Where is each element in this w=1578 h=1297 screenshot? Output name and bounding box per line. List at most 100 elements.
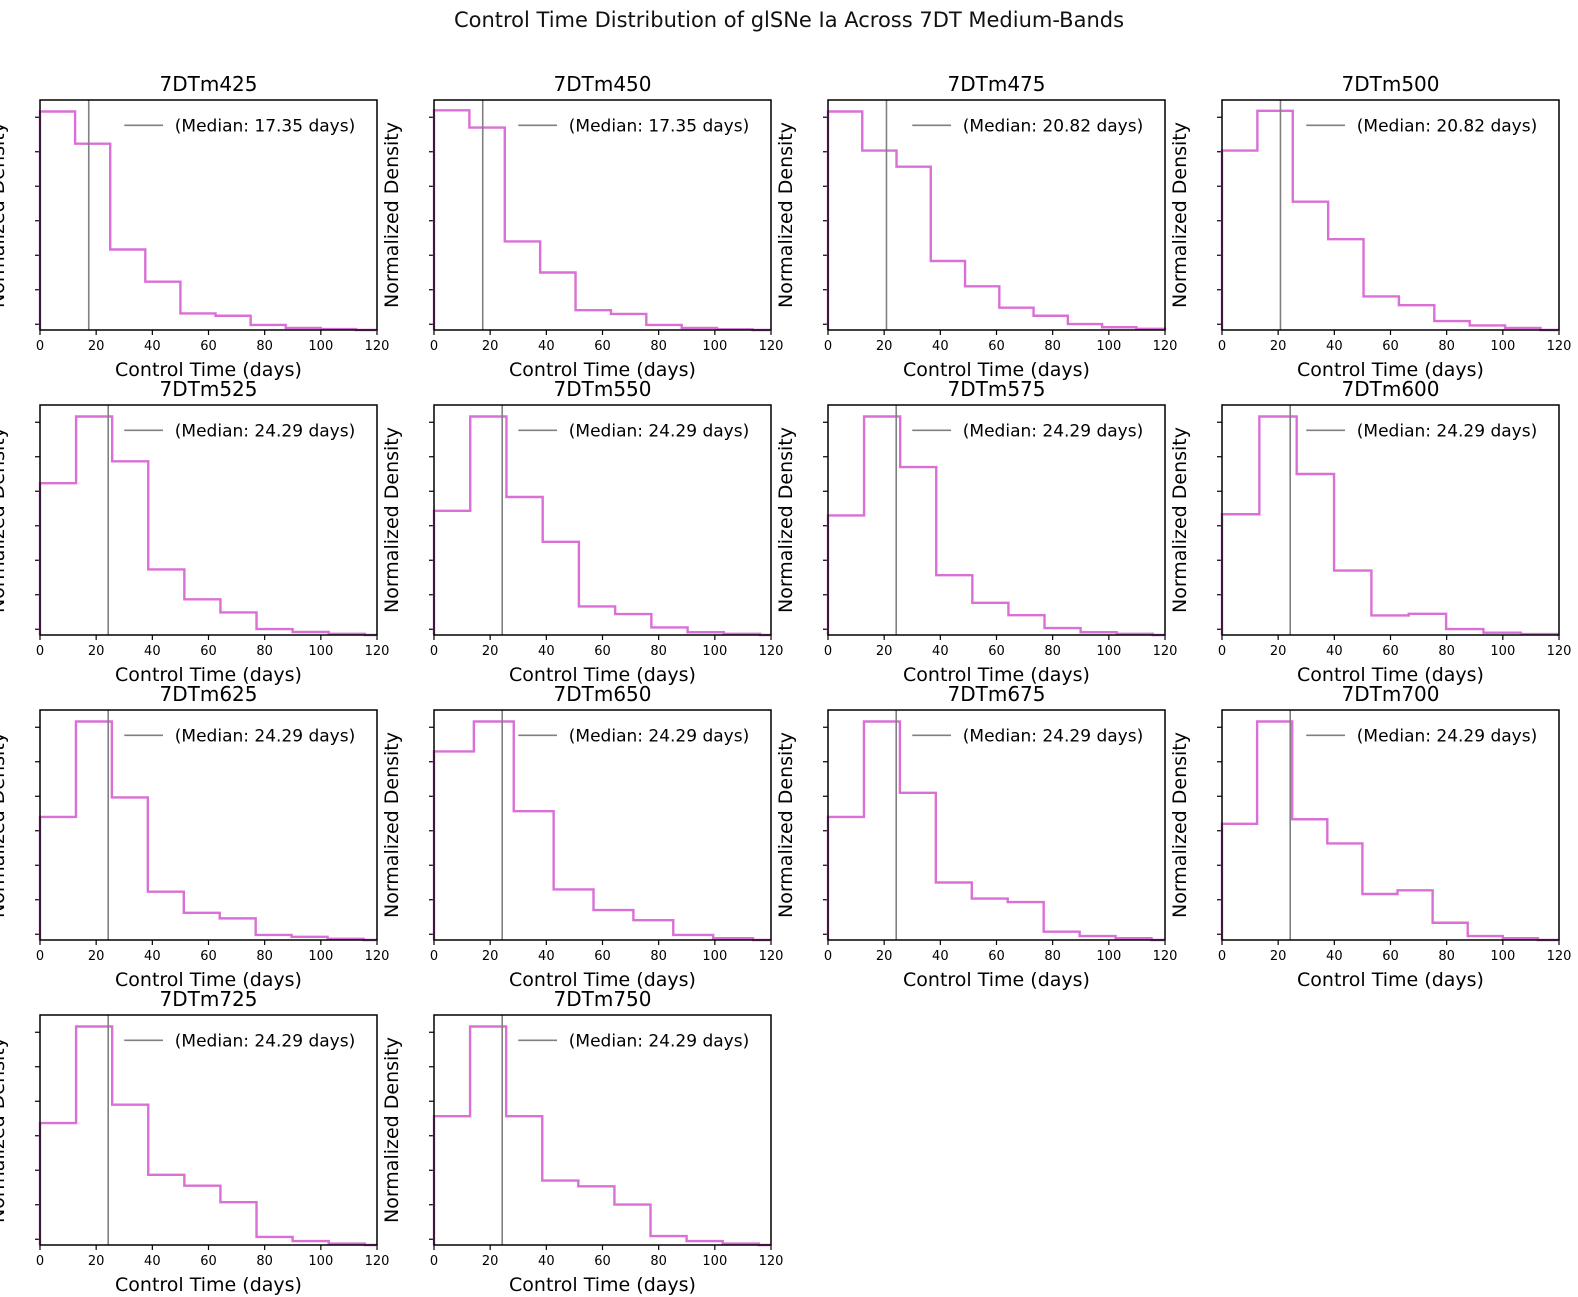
x-tick-label: 60 bbox=[200, 1254, 217, 1269]
x-tick-label: 60 bbox=[594, 949, 611, 964]
x-axis-label: Control Time (days) bbox=[903, 664, 1090, 686]
y-axis-label: Normalized Density bbox=[1169, 732, 1191, 918]
subplot-title: 7DTm450 bbox=[554, 72, 652, 96]
x-tick-label: 0 bbox=[1218, 949, 1226, 964]
subplot-7DTm575: 0 20 40 60 80 100 120 (Median: 24.29 days) 7DTm5… bbox=[775, 377, 1177, 686]
plot-frame bbox=[827, 404, 1166, 636]
figure-title: Control Time Distribution of glSNe Ia Ac… bbox=[453, 8, 1125, 32]
histogram-step-line bbox=[826, 415, 1165, 637]
y-axis-label: Normalized Density bbox=[775, 732, 797, 918]
subplot-7DTm725: 0 20 40 60 80 100 120 (Median: 24.29 days) 7DTm7… bbox=[0, 987, 389, 1296]
x-axis-label: Control Time (days) bbox=[1297, 969, 1484, 991]
x-tick-label: 80 bbox=[256, 644, 273, 659]
subplot-title: 7DTm475 bbox=[948, 72, 1046, 96]
x-tick-label: 40 bbox=[538, 644, 555, 659]
subplot-title: 7DTm700 bbox=[1342, 682, 1440, 706]
subplot-title: 7DTm725 bbox=[160, 987, 258, 1011]
subplot-7DTm425: 0 20 40 60 80 100 120 (Median: 17.35 days) 7DTm4… bbox=[0, 72, 389, 381]
y-axis-label: Normalized Density bbox=[381, 1037, 403, 1223]
subplot-7DTm750: 0 20 40 60 80 100 120 (Median: 24.29 days) 7DTm7… bbox=[381, 987, 784, 1296]
plot-frame bbox=[39, 99, 378, 331]
x-tick-label: 20 bbox=[1270, 949, 1287, 964]
x-tick-label: 80 bbox=[1438, 339, 1455, 354]
legend-label: (Median: 20.82 days) bbox=[963, 116, 1143, 136]
x-tick-label: 40 bbox=[1326, 949, 1343, 964]
x-tick-label: 80 bbox=[650, 949, 667, 964]
x-tick-label: 0 bbox=[36, 1254, 44, 1269]
plot-frame bbox=[827, 709, 1166, 941]
subplot-7DTm625: 0 20 40 60 80 100 120 (Median: 24.29 days) 7DTm6… bbox=[0, 682, 390, 991]
legend-label: (Median: 24.29 days) bbox=[175, 726, 355, 746]
x-tick-label: 40 bbox=[144, 949, 161, 964]
x-tick-label: 60 bbox=[988, 339, 1005, 354]
y-axis-label: Normalized Density bbox=[381, 122, 403, 308]
subplot-title: 7DTm575 bbox=[948, 377, 1046, 401]
x-tick-label: 40 bbox=[144, 644, 161, 659]
x-tick-label: 0 bbox=[430, 1254, 438, 1269]
legend-label: (Median: 24.29 days) bbox=[1357, 421, 1537, 441]
y-axis-label: Normalized Density bbox=[1169, 122, 1191, 308]
x-tick-label: 100 bbox=[702, 949, 727, 964]
subplot-7DTm600: 0 20 40 60 80 100 120 (Median: 24.29 days) 7DTm6… bbox=[1169, 377, 1571, 686]
plot-frame bbox=[39, 1014, 378, 1246]
x-tick-label: 120 bbox=[759, 1254, 784, 1269]
x-axis-label: Control Time (days) bbox=[509, 1274, 696, 1296]
plot-frame bbox=[1221, 404, 1560, 636]
x-tick-label: 0 bbox=[1218, 644, 1226, 659]
x-tick-label: 120 bbox=[365, 949, 390, 964]
x-tick-label: 120 bbox=[1547, 339, 1572, 354]
x-tick-label: 60 bbox=[200, 949, 217, 964]
plot-frame bbox=[39, 709, 378, 941]
subplot-title: 7DTm625 bbox=[160, 682, 258, 706]
legend-label: (Median: 24.29 days) bbox=[1357, 726, 1537, 746]
histogram-step-line bbox=[38, 415, 377, 637]
x-tick-label: 60 bbox=[200, 339, 217, 354]
x-tick-label: 80 bbox=[650, 644, 667, 659]
x-tick-label: 20 bbox=[482, 949, 499, 964]
x-tick-label: 100 bbox=[1490, 949, 1515, 964]
x-axis-label: Control Time (days) bbox=[1297, 359, 1484, 381]
x-tick-label: 100 bbox=[702, 644, 727, 659]
subplot-title: 7DTm650 bbox=[554, 682, 652, 706]
x-tick-label: 60 bbox=[594, 339, 611, 354]
x-tick-label: 120 bbox=[1547, 949, 1572, 964]
histogram-step-line bbox=[1220, 720, 1559, 942]
subplot-title: 7DTm525 bbox=[160, 377, 258, 401]
plot-frame bbox=[433, 709, 772, 941]
legend-label: (Median: 24.29 days) bbox=[569, 421, 749, 441]
x-tick-label: 20 bbox=[1270, 644, 1287, 659]
x-axis-label: Control Time (days) bbox=[115, 664, 302, 686]
legend-label: (Median: 17.35 days) bbox=[175, 116, 355, 136]
x-tick-label: 100 bbox=[1096, 949, 1121, 964]
x-tick-label: 0 bbox=[824, 949, 832, 964]
legend-label: (Median: 17.35 days) bbox=[569, 116, 749, 136]
x-tick-label: 40 bbox=[144, 339, 161, 354]
x-tick-label: 120 bbox=[759, 339, 784, 354]
y-axis-label: Normalized Density bbox=[381, 427, 403, 613]
x-tick-label: 100 bbox=[1490, 339, 1515, 354]
x-tick-label: 40 bbox=[538, 949, 555, 964]
histogram-step-line bbox=[432, 1025, 771, 1247]
x-tick-label: 0 bbox=[36, 644, 44, 659]
x-tick-label: 20 bbox=[876, 339, 893, 354]
histogram-step-line bbox=[1220, 109, 1559, 332]
x-tick-label: 20 bbox=[482, 644, 499, 659]
y-axis-label: Normalized Density bbox=[1169, 427, 1191, 613]
x-tick-label: 80 bbox=[1044, 949, 1061, 964]
plot-frame bbox=[1221, 709, 1560, 941]
x-tick-label: 20 bbox=[876, 949, 893, 964]
x-tick-label: 100 bbox=[308, 339, 333, 354]
subplot-7DTm700: 0 20 40 60 80 100 120 (Median: 24.29 days) 7DTm7… bbox=[1169, 682, 1572, 991]
y-axis-label: Normalized Density bbox=[381, 732, 403, 918]
x-tick-label: 20 bbox=[88, 644, 105, 659]
x-tick-label: 60 bbox=[988, 949, 1005, 964]
x-tick-label: 0 bbox=[36, 339, 44, 354]
x-tick-label: 80 bbox=[1438, 949, 1455, 964]
x-axis-label: Control Time (days) bbox=[115, 969, 302, 991]
subplot-7DTm475: 0 20 40 60 80 100 120 (Median: 20.82 days) 7DTm4… bbox=[775, 72, 1177, 381]
x-axis-label: Control Time (days) bbox=[509, 969, 696, 991]
x-tick-label: 40 bbox=[144, 1254, 161, 1269]
histogram-step-line bbox=[432, 109, 771, 332]
x-tick-label: 20 bbox=[876, 644, 893, 659]
